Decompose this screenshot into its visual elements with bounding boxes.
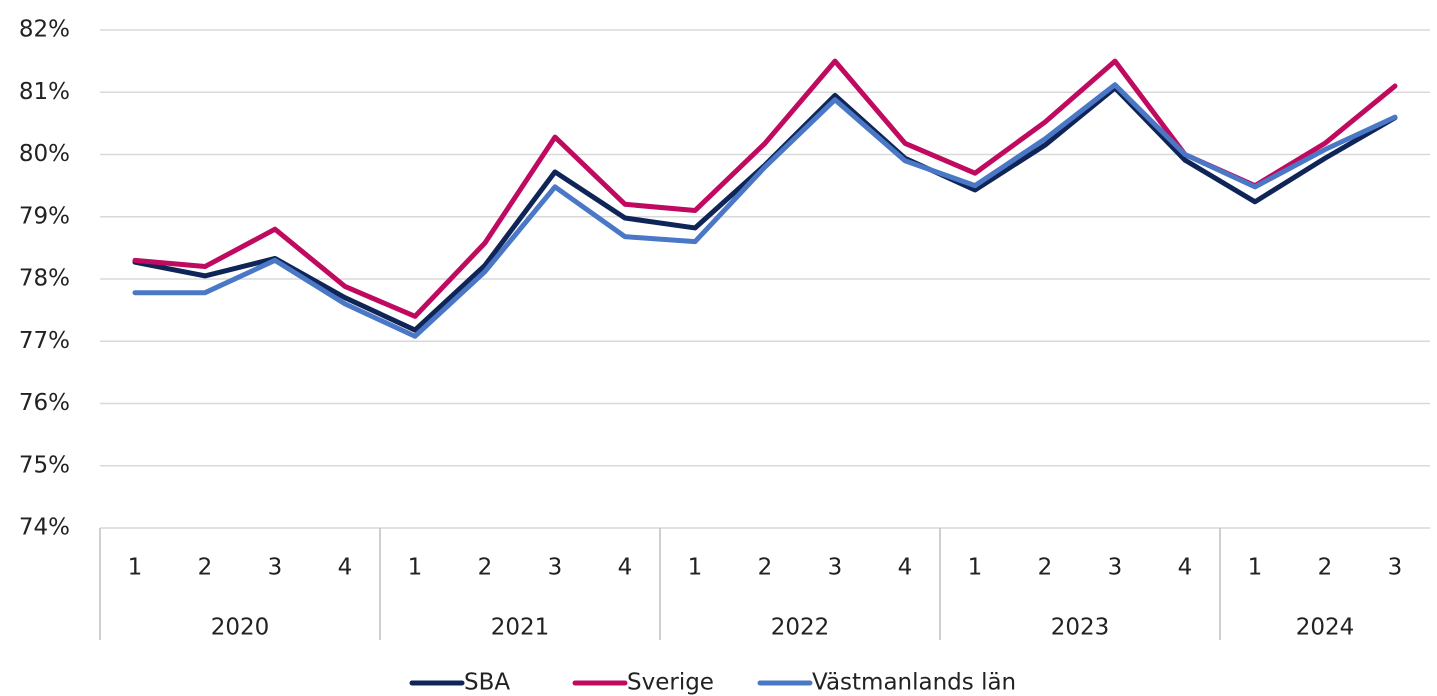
- x-group-label: 2024: [1296, 615, 1355, 641]
- y-tick-label: 80%: [19, 141, 70, 167]
- y-tick-label: 79%: [19, 203, 70, 229]
- x-tick-label: 2: [1318, 555, 1333, 581]
- y-tick-label: 75%: [19, 452, 70, 478]
- series-line: [132, 58, 1398, 319]
- x-tick-label: 2: [198, 555, 213, 581]
- x-tick-label: 1: [128, 555, 143, 581]
- y-tick-label: 77%: [19, 328, 70, 354]
- x-tick-label: 2: [1038, 555, 1053, 581]
- x-group-label: 2022: [771, 615, 830, 641]
- x-tick-label: 4: [618, 555, 633, 581]
- x-tick-label: 3: [1388, 555, 1403, 581]
- y-tick-label: 76%: [19, 390, 70, 416]
- legend-label: SBA: [464, 670, 510, 696]
- x-group-label: 2023: [1051, 615, 1110, 641]
- x-group-label: 2020: [211, 615, 270, 641]
- legend-label: Västmanlands län: [812, 670, 1016, 696]
- x-tick-label: 3: [268, 555, 283, 581]
- x-tick-label: 4: [898, 555, 913, 581]
- y-tick-label: 81%: [19, 79, 70, 105]
- x-tick-label: 1: [408, 555, 423, 581]
- x-tick-label: 2: [758, 555, 773, 581]
- x-group-label: 2021: [491, 615, 550, 641]
- x-tick-label: 4: [338, 555, 353, 581]
- y-tick-label: 74%: [19, 515, 70, 541]
- x-tick-label: 3: [828, 555, 843, 581]
- x-tick-label: 3: [548, 555, 563, 581]
- x-tick-label: 1: [688, 555, 703, 581]
- x-tick-label: 2: [478, 555, 493, 581]
- legend-label: Sverige: [627, 670, 714, 696]
- x-tick-label: 1: [1248, 555, 1263, 581]
- y-tick-label: 82%: [19, 17, 70, 43]
- y-tick-label: 78%: [19, 266, 70, 292]
- x-tick-label: 3: [1108, 555, 1123, 581]
- series-line: [132, 82, 1398, 339]
- x-tick-label: 4: [1178, 555, 1193, 581]
- x-tick-label: 1: [968, 555, 983, 581]
